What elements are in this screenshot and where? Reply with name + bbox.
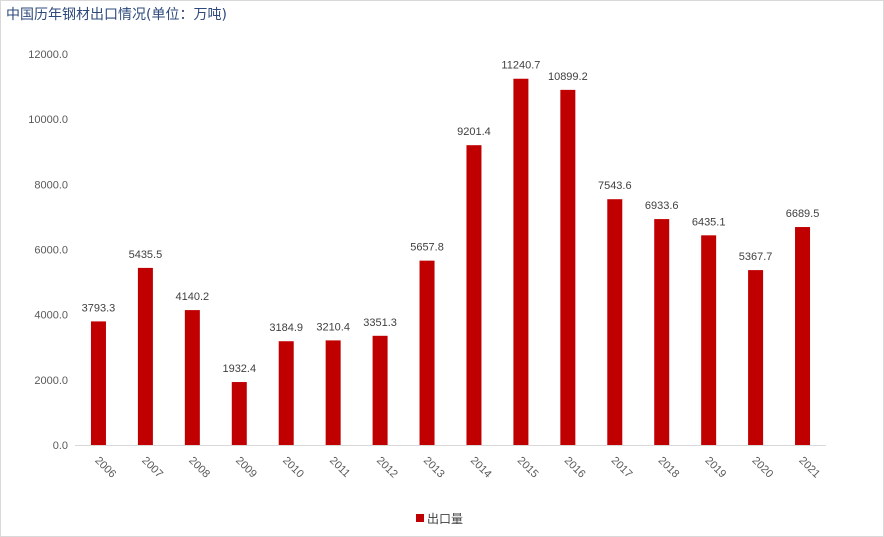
x-tick-label: 2020	[749, 455, 775, 481]
x-tick-label: 2006	[92, 455, 118, 481]
data-label: 9201.4	[457, 126, 491, 138]
data-label: 3793.3	[82, 302, 116, 314]
x-tick-label: 2015	[515, 455, 541, 481]
y-tick-label: 8000.0	[34, 179, 68, 191]
data-label: 10899.2	[548, 71, 588, 83]
x-tick-label: 2008	[186, 455, 212, 481]
data-label: 3351.3	[363, 317, 397, 329]
x-tick-label: 2016	[562, 455, 588, 481]
bar	[137, 267, 153, 445]
data-label: 6435.1	[692, 216, 726, 228]
bar	[607, 199, 623, 445]
bar	[748, 270, 764, 445]
bar	[90, 321, 106, 445]
bar	[701, 235, 717, 445]
bar	[278, 341, 294, 445]
y-tick-label: 6000.0	[34, 245, 68, 257]
data-label: 11240.7	[501, 60, 540, 72]
legend-swatch	[416, 514, 424, 522]
bar	[184, 310, 200, 445]
x-tick-label: 2009	[233, 455, 259, 481]
y-tick-label: 12000.0	[28, 49, 68, 61]
bar	[419, 260, 435, 445]
bar	[654, 219, 670, 445]
data-label: 6933.6	[645, 200, 679, 212]
data-label: 1932.4	[222, 363, 256, 375]
bar	[325, 340, 341, 445]
bar	[466, 145, 482, 445]
data-label: 6689.5	[786, 208, 820, 220]
y-tick-label: 4000.0	[34, 310, 68, 322]
bar	[231, 382, 247, 445]
data-label: 3184.9	[269, 322, 303, 334]
bar	[513, 78, 529, 445]
x-tick-label: 2011	[327, 455, 352, 480]
bar	[560, 89, 576, 445]
x-tick-label: 2021	[796, 455, 822, 481]
data-label: 5367.7	[739, 251, 773, 263]
data-label: 5657.8	[410, 242, 444, 254]
x-tick-label: 2013	[421, 455, 447, 481]
data-label: 7543.6	[598, 180, 632, 192]
x-tick-label: 2014	[468, 455, 494, 481]
x-tick-label: 2012	[374, 455, 400, 481]
data-label: 4140.2	[176, 291, 210, 303]
y-tick-label: 0.0	[53, 440, 68, 452]
legend-label: 出口量	[427, 511, 464, 526]
legend: 出口量	[416, 510, 463, 526]
chart-title: 中国历年钢材出口情况(单位：万吨)	[6, 7, 227, 23]
x-tick-label: 2018	[656, 455, 682, 481]
x-tick-label: 2010	[280, 455, 306, 481]
x-tick-label: 2017	[609, 455, 635, 481]
bar	[795, 227, 811, 445]
bar	[372, 335, 388, 445]
x-tick-label: 2007	[139, 455, 165, 481]
y-tick-label: 2000.0	[34, 375, 68, 387]
data-label: 5435.5	[129, 249, 163, 261]
y-tick-label: 10000.0	[28, 114, 68, 126]
data-label: 3210.4	[316, 321, 350, 333]
x-tick-label: 2019	[703, 455, 729, 481]
